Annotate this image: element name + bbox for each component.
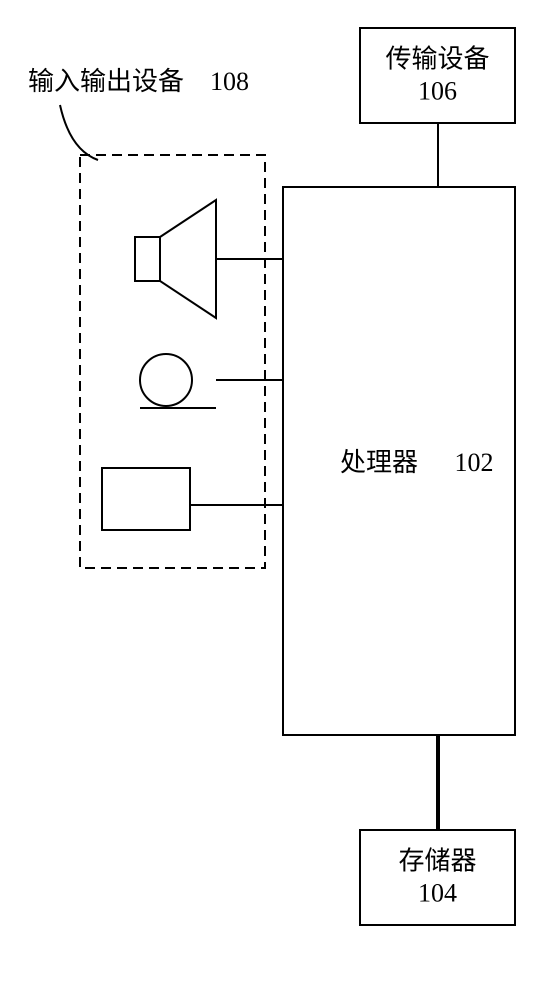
display-icon xyxy=(102,468,190,530)
processor-number: 102 xyxy=(455,448,494,477)
transmission-label: 传输设备 xyxy=(385,45,489,74)
io-dashed-box xyxy=(80,155,265,568)
transmission-box xyxy=(360,28,515,123)
speaker-cone-icon xyxy=(160,200,216,318)
speaker-body-icon xyxy=(135,237,160,281)
io-callout-arc xyxy=(60,105,98,160)
io-number: 108 xyxy=(210,67,249,96)
processor-label: 处理器 xyxy=(340,448,418,477)
transmission-number: 106 xyxy=(418,77,457,106)
memory-label: 存储器 xyxy=(398,847,476,876)
memory-number: 104 xyxy=(418,879,457,908)
memory-box xyxy=(360,830,515,925)
io-label: 输入输出设备 xyxy=(28,67,184,96)
mic-head-icon xyxy=(140,354,192,406)
